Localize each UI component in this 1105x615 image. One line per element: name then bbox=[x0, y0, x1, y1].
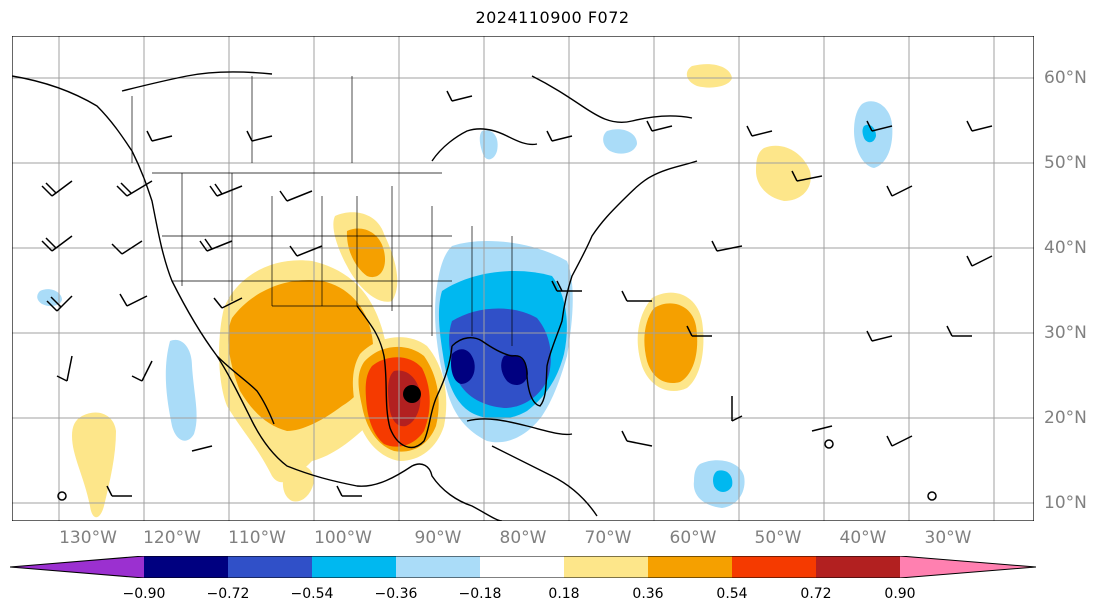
lon-label-90w: 90°W bbox=[414, 528, 462, 548]
lon-label-30w: 30°W bbox=[924, 528, 972, 548]
colorbar-bin-yellow bbox=[564, 556, 648, 578]
anomaly-yellow-pac-sw bbox=[72, 412, 116, 518]
state-borders bbox=[131, 76, 513, 346]
coastlines bbox=[12, 71, 698, 521]
colorbar-extend-high bbox=[900, 556, 1036, 578]
lon-label-100w: 100°W bbox=[314, 528, 372, 548]
anomaly-cyan-carib bbox=[713, 470, 733, 492]
anomaly-lightblue-ne bbox=[603, 129, 637, 154]
colorbar bbox=[10, 556, 1036, 578]
anomaly-yellow-north bbox=[686, 64, 732, 88]
lon-label-50w: 50°W bbox=[754, 528, 802, 548]
lon-label-70w: 70°W bbox=[584, 528, 632, 548]
anomaly-yellow-ne-atl bbox=[756, 145, 811, 201]
anomaly-orange-plains bbox=[346, 228, 386, 278]
anomaly-lightblue-pac bbox=[165, 339, 197, 441]
forecast-map bbox=[12, 36, 1034, 521]
lon-label-60w: 60°W bbox=[669, 528, 717, 548]
lat-label-30n: 30°N bbox=[1044, 323, 1087, 343]
anomaly-navy-core2 bbox=[501, 354, 528, 386]
anomaly-navy-core bbox=[451, 349, 475, 384]
lat-label-10n: 10°N bbox=[1044, 493, 1087, 513]
colorbar-tick-2: −0.54 bbox=[290, 586, 334, 602]
map-title: 2024110900 F072 bbox=[475, 8, 630, 27]
lon-label-120w: 120°W bbox=[143, 528, 201, 548]
colorbar-bin-navy bbox=[144, 556, 228, 578]
anomaly-lightblue-gl bbox=[479, 130, 498, 160]
wind-barbs bbox=[41, 90, 993, 497]
lon-label-40w: 40°W bbox=[839, 528, 887, 548]
lon-label-130w: 130°W bbox=[59, 528, 117, 548]
colorbar-tick-6: 0.36 bbox=[632, 586, 664, 602]
colorbar-bin-white bbox=[480, 556, 564, 578]
anomaly-cyan-natl bbox=[862, 124, 876, 143]
storm-center-marker bbox=[403, 385, 421, 403]
anomaly-orange-sw bbox=[228, 280, 374, 431]
lat-label-20n: 20°N bbox=[1044, 408, 1087, 428]
colorbar-tick-1: −0.72 bbox=[206, 586, 250, 602]
lat-label-50n: 50°N bbox=[1044, 153, 1087, 173]
colorbar-tick-5: 0.18 bbox=[548, 586, 580, 602]
lon-label-110w: 110°W bbox=[228, 528, 286, 548]
lat-label-60n: 60°N bbox=[1044, 68, 1087, 88]
graticule bbox=[12, 36, 1034, 521]
colorbar-tick-3: −0.36 bbox=[374, 586, 418, 602]
colorbar-tick-9: 0.90 bbox=[884, 586, 916, 602]
anomaly-orange-atlantic bbox=[644, 303, 698, 384]
colorbar-tick-4: −0.18 bbox=[458, 586, 502, 602]
colorbar-tick-7: 0.54 bbox=[716, 586, 748, 602]
colorbar-bin-blue bbox=[228, 556, 312, 578]
lat-label-40n: 40°N bbox=[1044, 238, 1087, 258]
colorbar-bin-redorange bbox=[732, 556, 816, 578]
colorbar-bin-lightblue bbox=[396, 556, 480, 578]
colorbar-tick-0: −0.90 bbox=[122, 586, 166, 602]
colorbar-bin-orange bbox=[648, 556, 732, 578]
colorbar-bin-darkred bbox=[816, 556, 900, 578]
colorbar-bin-cyan bbox=[312, 556, 396, 578]
colorbar-tick-8: 0.72 bbox=[800, 586, 832, 602]
lon-label-80w: 80°W bbox=[499, 528, 547, 548]
colorbar-extend-low bbox=[10, 556, 144, 578]
